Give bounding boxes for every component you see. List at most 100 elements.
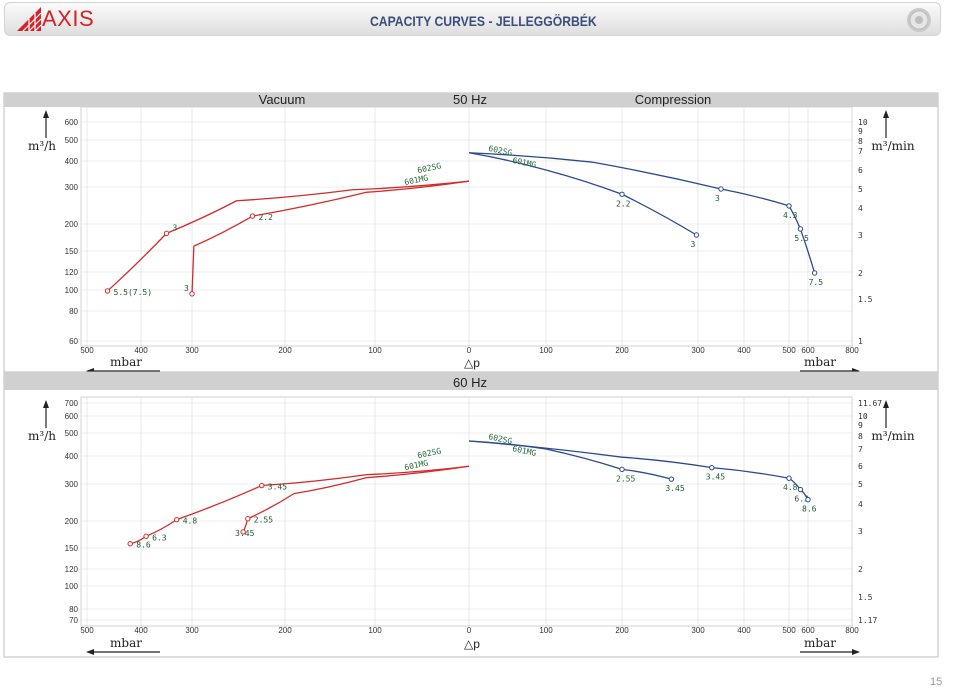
series-name-label: 602SG (417, 161, 443, 175)
series-line-vacuum-601MG (191, 180, 470, 294)
x-tick-label: 200 (615, 346, 629, 355)
x-tick-label: 100 (539, 626, 553, 635)
data-point (127, 541, 133, 547)
data-label: 3 (184, 284, 189, 293)
x-unit-right: mbar (804, 636, 836, 650)
data-point (811, 270, 818, 276)
plot-area (80, 396, 853, 627)
x-tick-label: 600 (801, 346, 815, 355)
y-right-tick-label: 10 (858, 118, 868, 127)
plot-area (80, 106, 853, 347)
x-unit-left: mbar (110, 636, 142, 650)
y-left-tick-label: 400 (65, 452, 79, 461)
x-tick-label: 300 (691, 626, 705, 635)
data-point (143, 533, 149, 539)
data-point (259, 482, 265, 489)
x-delta-p-symbol: △p (464, 356, 480, 370)
y-left-tick-label: 300 (65, 183, 79, 192)
arrow-up-right-icon (883, 400, 889, 408)
data-point (786, 203, 792, 209)
y-right-tick-label: 5 (858, 185, 863, 194)
y-right-tick-label: 1.5 (858, 593, 873, 602)
data-label: 6.3 (152, 533, 167, 542)
y-right-tick-label: 8 (858, 432, 863, 441)
data-point (709, 464, 715, 471)
y-right-tick-label: 7 (858, 147, 863, 156)
y-right-tick-label: 8 (858, 137, 863, 146)
chart-frame (3, 371, 939, 658)
series-name-label: 601MG (512, 156, 538, 170)
x-tick-label: 300 (185, 626, 199, 635)
x-tick-label: 500 (782, 346, 796, 355)
y-left-tick-label: 120 (65, 565, 79, 574)
data-label: 4.3 (783, 211, 798, 220)
logo-text: AXIS (42, 6, 95, 31)
y-right-tick-label: 9 (858, 127, 863, 136)
y-unit-right: m³/min (871, 139, 914, 153)
data-label: 2.2 (258, 213, 273, 222)
axis-logo-icon (17, 7, 42, 32)
series-line-vacuum-602SG (130, 465, 470, 545)
y-left-tick-label: 150 (65, 247, 79, 256)
chart-band (4, 372, 938, 390)
arrow-up-left-icon (43, 400, 49, 408)
series-line-compression-602SG (468, 152, 816, 274)
data-label: 2.55 (616, 474, 635, 483)
data-label: 3.45 (268, 483, 287, 492)
x-tick-label: 200 (278, 346, 292, 355)
data-point (104, 288, 111, 294)
data-point (174, 516, 180, 523)
x-tick-label: 200 (278, 626, 292, 635)
data-point (619, 191, 625, 197)
y-right-tick-label: 7 (858, 445, 863, 454)
series-line-vacuum-602SG (107, 180, 470, 292)
series-name-label: 602SG (488, 144, 514, 158)
y-right-tick-label: 3 (858, 527, 863, 536)
y-left-tick-label: 400 (65, 157, 79, 166)
data-point (786, 475, 792, 481)
data-label: 3 (690, 240, 695, 249)
y-left-tick-label: 70 (69, 616, 78, 625)
y-left-tick-label: 500 (65, 136, 79, 145)
x-unit-left: mbar (110, 355, 142, 369)
y-right-tick-label: 6 (858, 166, 863, 175)
chart-frame (3, 92, 939, 373)
data-point (797, 226, 804, 232)
y-left-tick-label: 150 (65, 544, 79, 553)
data-point (693, 232, 700, 238)
data-label: 5.5(7.5) (114, 288, 153, 297)
x-tick-label: 0 (467, 626, 472, 635)
arrow-right-icon (852, 649, 860, 655)
y-left-tick-label: 60 (69, 337, 78, 346)
band-label-frequency: 50 Hz (453, 92, 487, 107)
data-point (718, 186, 724, 192)
data-label: 4.8 (183, 517, 198, 526)
chart-panel-1: Vacuum 50 Hz Compression600500400300200150… (3, 92, 939, 374)
y-right-tick-label: 4 (858, 204, 863, 213)
y-unit-right: m³/min (871, 429, 914, 443)
x-delta-p-symbol: △p (464, 637, 480, 651)
x-tick-label: 400 (737, 626, 751, 635)
data-point (668, 476, 675, 482)
y-left-tick-label: 500 (65, 429, 79, 438)
x-tick-label: 500 (80, 626, 94, 635)
data-point (805, 496, 811, 503)
y-right-tick-label: 1.17 (858, 616, 877, 625)
y-left-tick-label: 120 (65, 268, 79, 277)
x-tick-label: 0 (467, 346, 472, 355)
y-unit-left: m³/h (28, 429, 56, 443)
y-left-tick-label: 600 (65, 118, 79, 127)
data-point (240, 529, 246, 535)
data-point (163, 230, 170, 237)
y-unit-left: m³/h (28, 139, 56, 153)
data-point (189, 291, 195, 297)
y-right-tick-label: 5 (858, 480, 863, 489)
arrow-up-right-icon (883, 110, 889, 118)
data-label: 8.6 (136, 541, 151, 550)
x-unit-right: mbar (804, 355, 836, 369)
series-name-label: 601MG (404, 458, 430, 472)
arrow-left-icon (86, 649, 94, 655)
band-label-frequency: 60 Hz (453, 375, 487, 390)
x-tick-label: 500 (80, 346, 94, 355)
